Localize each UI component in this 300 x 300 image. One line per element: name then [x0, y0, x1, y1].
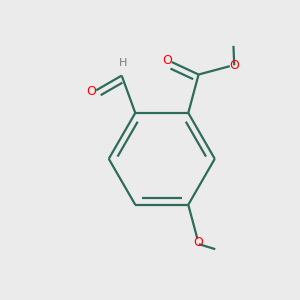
- Text: O: O: [194, 236, 203, 250]
- Text: O: O: [86, 85, 96, 98]
- Text: O: O: [162, 54, 172, 67]
- Text: O: O: [229, 59, 239, 72]
- Text: H: H: [119, 58, 127, 68]
